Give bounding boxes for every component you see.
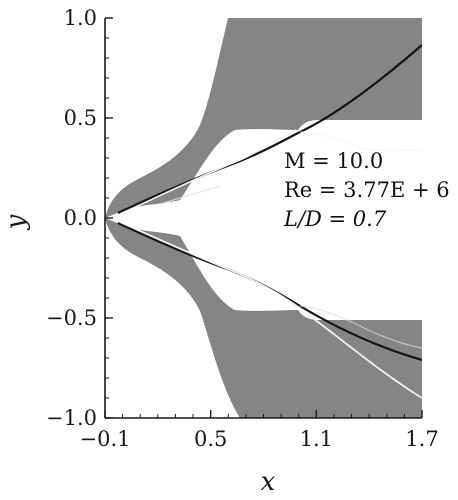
flow-field [105,18,422,418]
length-ratio-label: L/D = 0.7 [283,207,387,231]
y-tick-label: 0.5 [64,106,97,130]
x-axis-title: x [261,467,276,497]
x-tick-label: 0.5 [194,427,227,451]
x-tick-label: −0.1 [80,427,131,451]
mach-number-label: M = 10.0 [284,149,383,173]
y-tick-label: −1.0 [46,406,97,430]
y-tick-label: 0.0 [64,206,97,230]
upper-flow-domain [105,18,422,218]
y-axis-ticks: 1.0 0.5 0.0 −0.5 −1.0 [46,6,113,430]
lower-secondary-shock [119,221,422,399]
x-axis-ticks: −0.1 0.5 1.1 1.7 [80,410,439,451]
x-tick-label: 1.7 [405,427,438,451]
y-tick-label: 1.0 [64,6,97,30]
y-axis-title: y [1,214,31,230]
upper-secondary-shock [119,129,297,215]
lower-reflected-wave [299,305,422,349]
flow-conditions-annotation: M = 10.0 Re = 3.77E + 6 L/D = 0.7 [283,149,450,231]
lower-flow-domain [105,218,422,418]
y-tick-label: −0.5 [46,306,97,330]
upper-bow-shock [117,44,422,214]
reynolds-number-label: Re = 3.77E + 6 [284,178,450,202]
x-tick-label: 1.1 [300,427,333,451]
upper-separation-streak [159,185,221,205]
upper-reflected-wave [299,131,422,152]
